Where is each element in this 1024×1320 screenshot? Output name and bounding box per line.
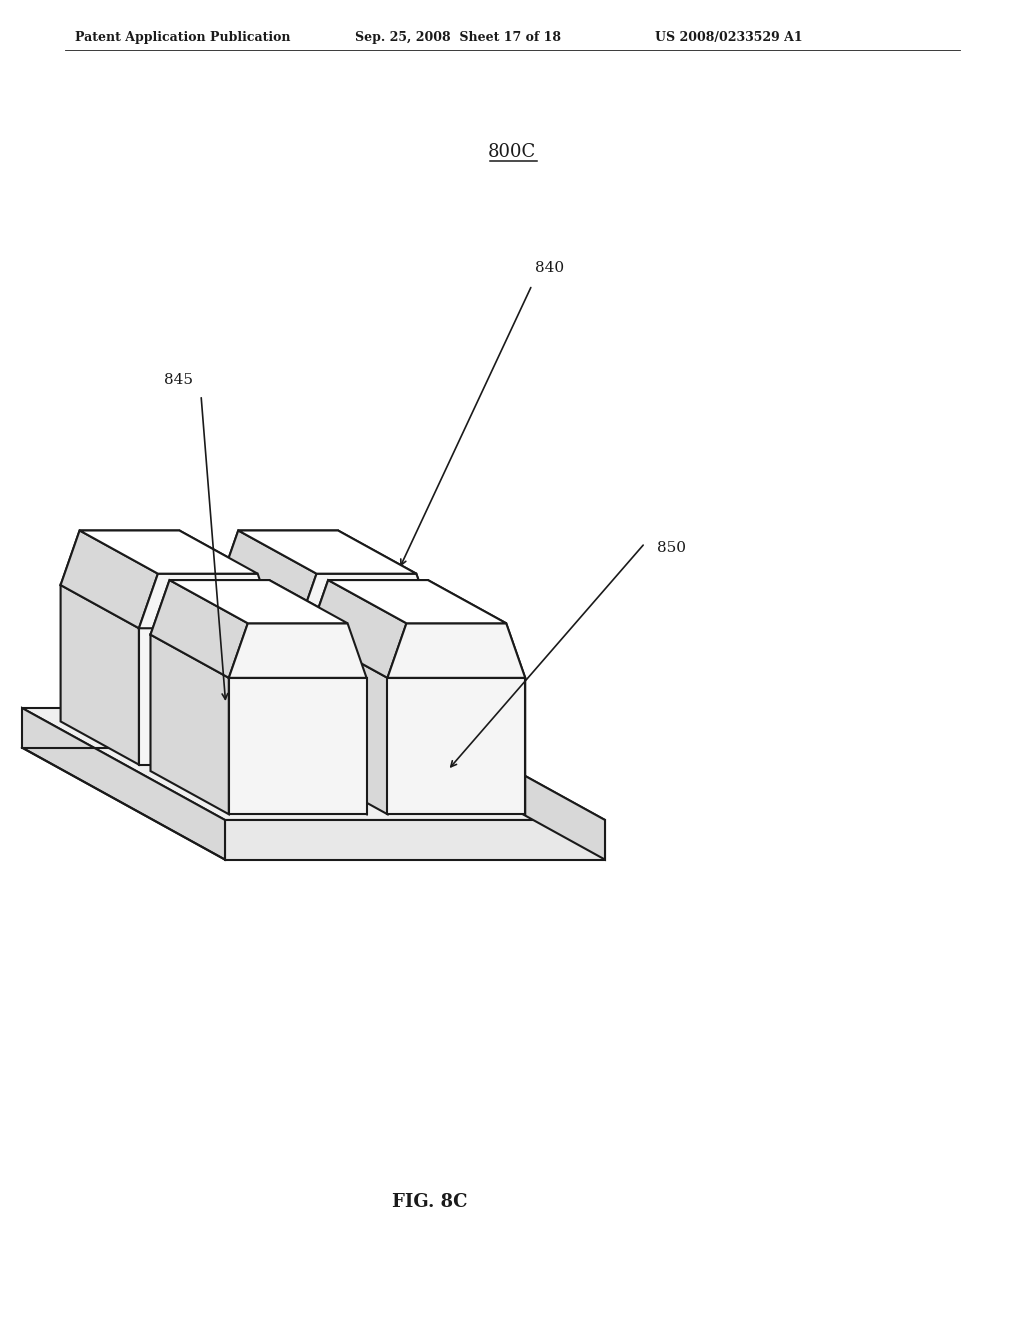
Text: 840: 840 [535, 261, 564, 275]
Text: 800C: 800C [487, 143, 537, 161]
Polygon shape [228, 678, 367, 814]
Polygon shape [387, 623, 525, 678]
Polygon shape [446, 635, 525, 814]
Polygon shape [60, 585, 199, 722]
Polygon shape [60, 531, 199, 585]
Polygon shape [328, 579, 506, 623]
Polygon shape [199, 585, 276, 764]
Text: FIG. 8C: FIG. 8C [392, 1193, 468, 1210]
Polygon shape [60, 585, 139, 764]
Polygon shape [170, 579, 347, 623]
Polygon shape [139, 574, 276, 628]
Polygon shape [338, 531, 435, 628]
Polygon shape [151, 635, 289, 771]
Polygon shape [151, 635, 228, 814]
Polygon shape [309, 579, 407, 678]
Polygon shape [219, 585, 357, 722]
Polygon shape [428, 579, 525, 678]
Polygon shape [219, 531, 316, 628]
Text: Sep. 25, 2008  Sheet 17 of 18: Sep. 25, 2008 Sheet 17 of 18 [355, 32, 561, 45]
Polygon shape [22, 708, 225, 859]
Polygon shape [225, 820, 605, 859]
Polygon shape [219, 531, 357, 585]
Polygon shape [239, 531, 417, 574]
Polygon shape [22, 708, 605, 820]
Polygon shape [60, 531, 158, 628]
Polygon shape [151, 579, 248, 678]
Polygon shape [179, 531, 276, 628]
Polygon shape [387, 678, 525, 814]
Polygon shape [402, 708, 605, 859]
Polygon shape [357, 585, 435, 764]
Polygon shape [309, 635, 446, 771]
Text: US 2008/0233529 A1: US 2008/0233529 A1 [655, 32, 803, 45]
Polygon shape [309, 635, 387, 814]
Polygon shape [80, 531, 258, 574]
Polygon shape [309, 579, 446, 635]
Polygon shape [289, 635, 367, 814]
Polygon shape [298, 628, 435, 764]
Polygon shape [151, 579, 289, 635]
Polygon shape [219, 585, 298, 764]
Text: Patent Application Publication: Patent Application Publication [75, 32, 291, 45]
Text: 850: 850 [657, 541, 686, 554]
Polygon shape [298, 574, 435, 628]
Polygon shape [139, 628, 276, 764]
Polygon shape [269, 579, 367, 678]
Polygon shape [228, 623, 367, 678]
Text: 845: 845 [164, 374, 193, 387]
